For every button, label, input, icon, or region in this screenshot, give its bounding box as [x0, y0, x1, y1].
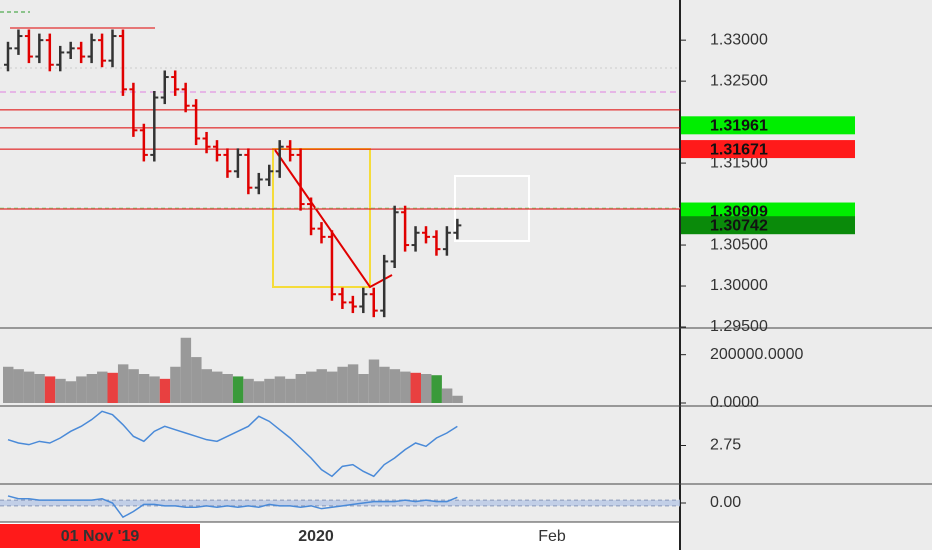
price-tag — [681, 116, 855, 135]
price-tag-label: 1.31671 — [710, 141, 768, 158]
volume-bar — [55, 378, 66, 403]
volume-bar — [264, 378, 275, 403]
volume-bar — [13, 369, 24, 403]
y-tick-label: 0.0000 — [710, 394, 759, 411]
y-tick-label: 1.31500 — [710, 154, 768, 171]
volume-bar — [253, 381, 265, 403]
plot-background — [0, 0, 680, 522]
crosshair-date-label — [0, 524, 200, 548]
y-tick-label: 1.32500 — [710, 72, 768, 89]
volume-bar — [138, 374, 150, 403]
indicator-line — [7, 410, 458, 478]
volume-bar — [117, 364, 129, 403]
volume-bar — [76, 376, 87, 403]
volume-bar — [232, 376, 244, 403]
volume-bar — [212, 371, 223, 403]
volume-bar — [159, 378, 171, 403]
volume-bar — [180, 337, 192, 403]
volume-bar — [191, 357, 202, 403]
volume-bar — [306, 371, 317, 403]
y-tick-label: 1.30000 — [710, 277, 768, 294]
volume-bar — [295, 374, 307, 403]
volume-bar — [421, 374, 432, 403]
volume-bar — [34, 374, 45, 403]
volume-bar — [243, 378, 254, 403]
price-tag-label: 1.30742 — [710, 217, 768, 234]
volume-bar — [201, 369, 212, 403]
volume-bar — [107, 372, 118, 403]
volume-bar — [222, 374, 233, 403]
volume-bar — [316, 369, 327, 403]
volume-bar — [3, 366, 14, 403]
price-tag — [681, 216, 855, 235]
axis-background — [680, 0, 932, 550]
x-tick-label: 2020 — [298, 528, 334, 545]
volume-bar — [274, 376, 286, 403]
volume-bar — [23, 371, 35, 403]
volume-bar — [379, 366, 390, 403]
y-tick-label: 1.29500 — [710, 318, 768, 335]
volume-bar — [128, 369, 139, 403]
volume-bar — [389, 369, 401, 403]
volume-bar — [285, 378, 296, 403]
volume-bar — [400, 371, 411, 403]
y-tick-label: 0.00 — [710, 494, 741, 511]
volume-bar — [326, 371, 338, 403]
volume-bar — [431, 375, 442, 403]
volume-bar — [358, 374, 369, 403]
volume-bar — [44, 376, 56, 403]
x-tick-label: 01 Nov '19 — [61, 528, 140, 545]
volume-bar — [410, 372, 421, 403]
volume-bar — [65, 381, 77, 403]
volume-bar — [149, 376, 160, 403]
volume-bar — [368, 359, 380, 403]
y-tick-label: 1.30500 — [710, 236, 768, 253]
price-tag-label: 1.31961 — [710, 118, 768, 135]
volume-bar — [97, 371, 108, 403]
volume-bar — [452, 395, 463, 403]
price-tag — [681, 202, 855, 221]
y-tick-label: 200000.0000 — [710, 346, 804, 363]
y-tick-label: 2.75 — [710, 437, 741, 454]
band — [0, 500, 680, 506]
volume-bar — [441, 388, 453, 403]
volume-bar — [347, 364, 359, 403]
x-tick-label: Feb — [538, 528, 566, 545]
price-tag — [681, 140, 855, 159]
volume-bar — [337, 366, 348, 403]
volume-bar — [86, 374, 98, 403]
indicator-line — [7, 495, 458, 519]
y-tick-label: 1.33000 — [710, 31, 768, 48]
volume-bar — [170, 366, 181, 403]
